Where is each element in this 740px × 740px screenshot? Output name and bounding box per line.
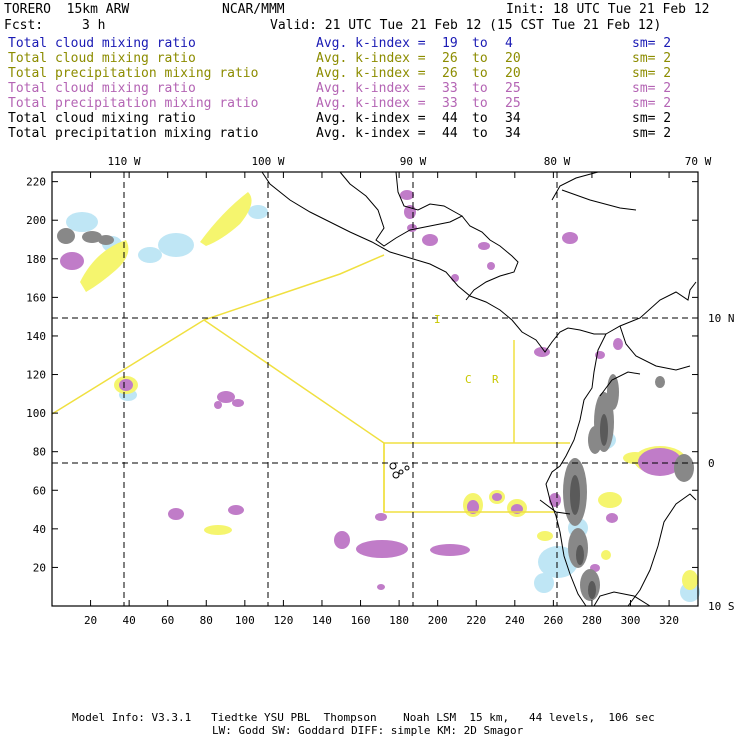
legend-smoothing: sm= 2 xyxy=(632,111,672,126)
region-letter-1: I xyxy=(434,313,441,326)
y-tick-label: 60 xyxy=(33,484,46,497)
legend-field: Total cloud mixing ratio xyxy=(8,36,196,51)
legend-kindex-to: 20 xyxy=(505,51,521,66)
legend-kindex-label: Avg. k-index = xyxy=(316,81,434,96)
coastlines xyxy=(261,171,697,607)
longitude-label: 70 W xyxy=(685,155,712,168)
latitude-label: 0 xyxy=(708,457,715,470)
legend-kindex-label: Avg. k-index = xyxy=(316,36,434,51)
legend-kindex-to-word: to xyxy=(472,126,488,141)
legend-kindex-label: Avg. k-index = xyxy=(316,96,434,111)
x-tick-label: 140 xyxy=(312,614,332,627)
x-tick-label: 120 xyxy=(273,614,293,627)
region-letter-3: R xyxy=(492,373,499,386)
legend-kindex-to: 25 xyxy=(505,81,521,96)
legend-kindex-from: 44 xyxy=(442,126,458,141)
latitude-label: 10 N xyxy=(708,312,735,325)
x-tick-label: 220 xyxy=(466,614,486,627)
forecast-hour: 3 h xyxy=(82,18,106,33)
legend-kindex-from: 26 xyxy=(442,51,458,66)
x-tick-label: 180 xyxy=(389,614,409,627)
legend-kindex-label: Avg. k-index = xyxy=(316,66,434,81)
x-tick-label: 160 xyxy=(351,614,371,627)
y-tick-label: 100 xyxy=(26,407,46,420)
y-tick-label: 80 xyxy=(33,446,46,459)
legend-field: Total cloud mixing ratio xyxy=(8,51,196,66)
latitude-label: 10 S xyxy=(708,600,735,613)
legend-kindex-to-word: to xyxy=(472,111,488,126)
y-tick-label: 220 xyxy=(26,176,46,189)
x-tick-label: 200 xyxy=(428,614,448,627)
longitude-label: 90 W xyxy=(400,155,427,168)
y-tick-label: 140 xyxy=(26,330,46,343)
center-label: NCAR/MMM xyxy=(222,2,285,17)
legend-kindex-to: 25 xyxy=(505,96,521,111)
y-tick-label: 40 xyxy=(33,523,46,536)
longitude-label: 100 W xyxy=(251,155,284,168)
y-tick-label: 160 xyxy=(26,291,46,304)
legend-kindex-to: 34 xyxy=(505,111,521,126)
map-frame xyxy=(51,171,699,607)
legend-kindex-to-word: to xyxy=(472,81,488,96)
legend-kindex-to-word: to xyxy=(472,36,488,51)
region-letter-2: C xyxy=(465,373,472,386)
model-info-line2: LW: Godd SW: Goddard DIFF: simple KM: 2D… xyxy=(212,724,524,737)
legend-smoothing: sm= 2 xyxy=(632,96,672,111)
region-boundaries xyxy=(51,254,570,513)
y-tick-label: 200 xyxy=(26,214,46,227)
x-tick-label: 20 xyxy=(84,614,97,627)
y-tick-label: 120 xyxy=(26,369,46,382)
x-tick-label: 240 xyxy=(505,614,525,627)
forecast-label: Fcst: xyxy=(4,18,44,33)
y-tick-label: 180 xyxy=(26,253,46,266)
legend-kindex-from: 44 xyxy=(442,111,458,126)
legend-smoothing: sm= 2 xyxy=(632,36,672,51)
legend-kindex-from: 19 xyxy=(442,36,458,51)
legend-smoothing: sm= 2 xyxy=(632,51,672,66)
legend-kindex-label: Avg. k-index = xyxy=(316,111,434,126)
legend-kindex-label: Avg. k-index = xyxy=(316,126,434,141)
legend-kindex-from: 26 xyxy=(442,66,458,81)
legend-kindex-from: 33 xyxy=(442,81,458,96)
legend-field: Total cloud mixing ratio xyxy=(8,111,196,126)
legend-smoothing: sm= 2 xyxy=(632,126,672,141)
x-tick-label: 80 xyxy=(200,614,213,627)
legend-field: Total precipitation mixing ratio xyxy=(8,126,259,141)
mixing-ratio-shading xyxy=(57,190,700,602)
x-tick-label: 320 xyxy=(659,614,679,627)
legend-kindex-label: Avg. k-index = xyxy=(316,51,434,66)
x-tick-label: 260 xyxy=(543,614,563,627)
legend-kindex-to-word: to xyxy=(472,66,488,81)
x-tick-label: 40 xyxy=(123,614,136,627)
galapagos-islands xyxy=(389,462,410,479)
y-tick-label: 20 xyxy=(33,561,46,574)
legend-kindex-to-word: to xyxy=(472,96,488,111)
legend-kindex-to: 20 xyxy=(505,66,521,81)
lat-lon-grid xyxy=(52,172,698,606)
model-title: TORERO 15km ARW xyxy=(4,2,130,17)
valid-time: Valid: 21 UTC Tue 21 Feb 12 (15 CST Tue … xyxy=(270,18,662,33)
legend-field: Total precipitation mixing ratio xyxy=(8,66,259,81)
legend-smoothing: sm= 2 xyxy=(632,81,672,96)
legend-kindex-to: 4 xyxy=(505,36,513,51)
x-tick-label: 100 xyxy=(235,614,255,627)
longitude-label: 80 W xyxy=(544,155,571,168)
x-tick-label: 60 xyxy=(161,614,174,627)
legend-kindex-to-word: to xyxy=(472,51,488,66)
legend-kindex-to: 34 xyxy=(505,126,521,141)
legend-smoothing: sm= 2 xyxy=(632,66,672,81)
x-tick-label: 280 xyxy=(582,614,602,627)
longitude-label: 110 W xyxy=(107,155,140,168)
legend-field: Total cloud mixing ratio xyxy=(8,81,196,96)
model-info-line1: Model Info: V3.3.1 Tiedtke YSU PBL Thomp… xyxy=(72,711,655,724)
init-time: Init: 18 UTC Tue 21 Feb 12 xyxy=(506,2,710,17)
x-tick-label: 300 xyxy=(621,614,641,627)
legend-kindex-from: 33 xyxy=(442,96,458,111)
legend-field: Total precipitation mixing ratio xyxy=(8,96,259,111)
